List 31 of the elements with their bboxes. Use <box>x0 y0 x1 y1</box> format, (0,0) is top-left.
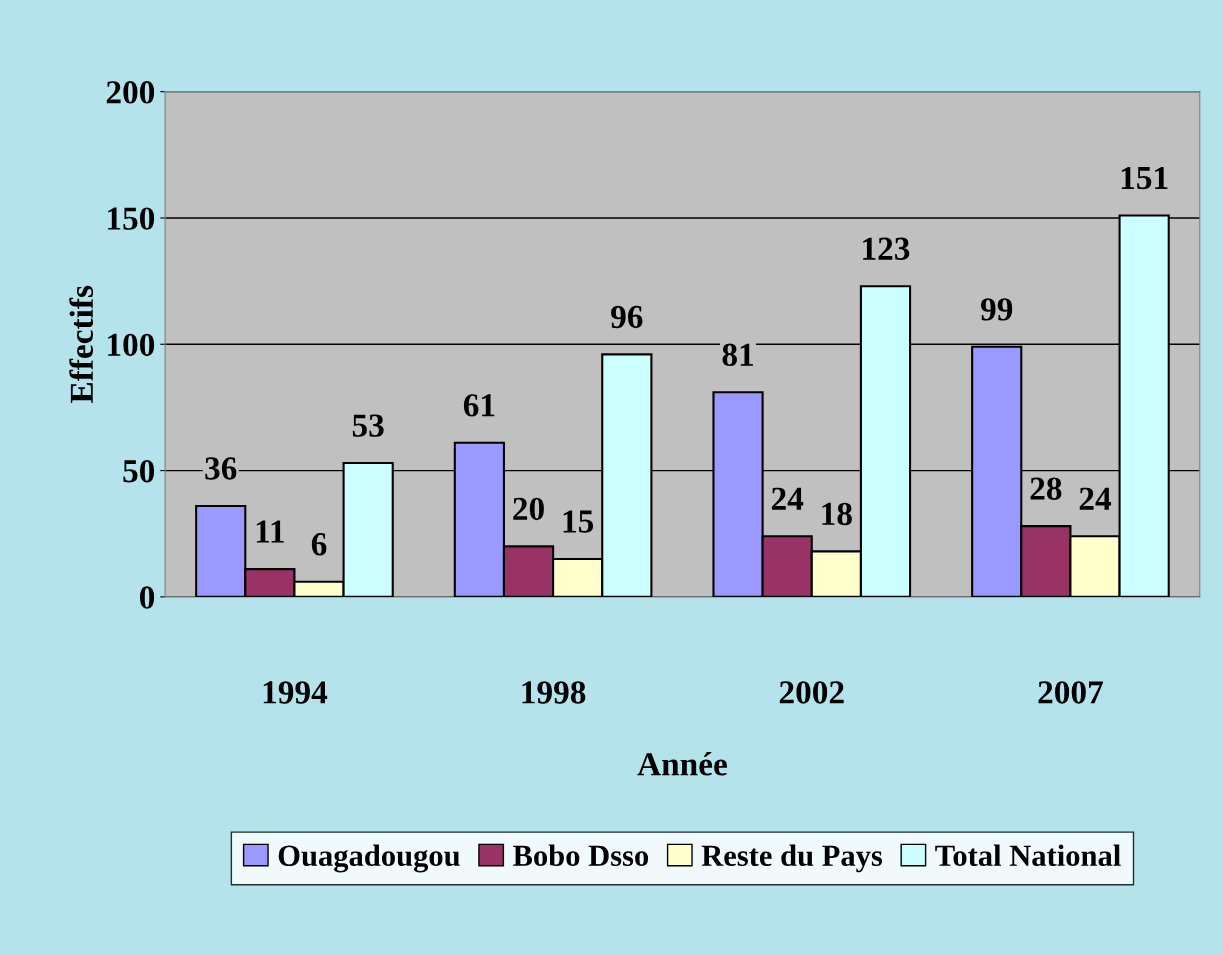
y-tick-label: 100 <box>108 333 155 357</box>
data-label: 81 <box>722 343 753 367</box>
data-label: 123 <box>863 237 910 260</box>
data-label: 61 <box>463 394 495 417</box>
legend-label: Reste du Pays <box>701 844 883 873</box>
data-label: 28 <box>1030 477 1062 500</box>
data-label: 24 <box>771 487 804 510</box>
x-tick-label: 2002 <box>779 681 844 704</box>
legend-label: Bobo Dsso <box>513 844 649 867</box>
data-label: 151 <box>1121 166 1168 190</box>
y-axis-title: Effectifs <box>69 285 94 403</box>
y-tick-label: 150 <box>108 207 155 230</box>
data-label: 6 <box>311 533 327 556</box>
legend-label: Total National <box>935 844 1121 867</box>
data-label: 11 <box>256 520 284 543</box>
x-tick-label: 2007 <box>1038 681 1103 704</box>
y-tick-label: 50 <box>123 459 155 483</box>
data-label: 53 <box>352 414 384 437</box>
y-tick-label: 200 <box>106 81 155 104</box>
x-axis-title: Année <box>637 752 727 776</box>
x-tick-label: 1998 <box>522 681 586 704</box>
data-label: 36 <box>205 457 237 480</box>
data-label: 18 <box>822 502 852 526</box>
data-label: 20 <box>513 497 544 521</box>
data-label: 99 <box>980 298 1013 321</box>
x-tick-label: 1994 <box>263 681 328 704</box>
data-label: 24 <box>1079 487 1112 510</box>
data-label: 15 <box>563 510 594 533</box>
legend-label: Ouagadougou <box>278 844 460 873</box>
y-tick-label: 0 <box>139 586 155 609</box>
data-label: 96 <box>611 305 643 329</box>
